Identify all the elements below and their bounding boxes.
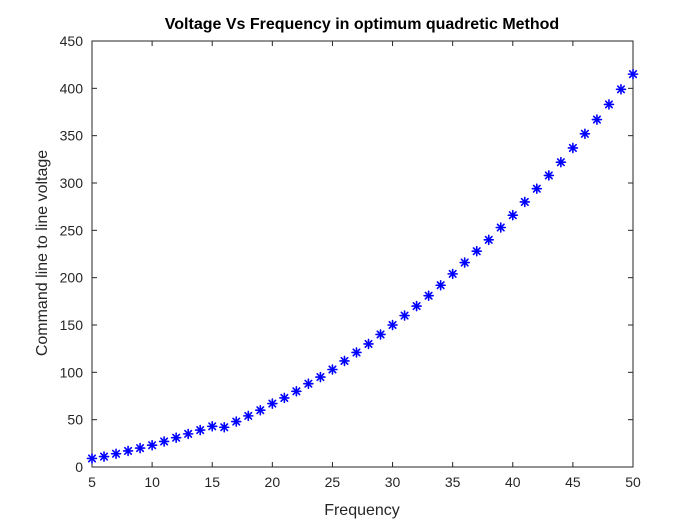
data-point <box>459 257 470 268</box>
x-tick-label: 15 <box>204 474 220 490</box>
data-point <box>242 410 254 422</box>
y-tick-label: 200 <box>60 270 84 286</box>
data-point <box>531 183 543 194</box>
x-tick-label: 45 <box>565 474 581 490</box>
y-tick-label: 350 <box>60 128 84 144</box>
y-tick-label: 400 <box>60 80 84 96</box>
data-point <box>194 424 206 436</box>
data-point <box>315 371 326 383</box>
data-point <box>182 428 194 440</box>
data-point <box>627 68 639 80</box>
data-point <box>158 436 170 447</box>
data-point <box>615 83 627 95</box>
data-point <box>543 170 555 181</box>
y-tick-label: 50 <box>67 412 83 428</box>
data-point <box>351 347 362 358</box>
y-tick-label: 300 <box>60 175 84 191</box>
data-point <box>110 448 122 460</box>
data-point <box>122 445 134 457</box>
data-point <box>134 442 146 454</box>
data-point <box>447 268 458 280</box>
data-point <box>579 128 591 140</box>
data-point <box>363 338 374 350</box>
x-tick-label: 20 <box>265 474 281 490</box>
y-tick-label: 100 <box>60 364 84 380</box>
data-point <box>339 355 350 367</box>
data-point <box>86 453 98 464</box>
x-tick-label: 5 <box>88 474 96 490</box>
data-point <box>483 234 495 246</box>
y-tick-label: 250 <box>60 222 84 238</box>
data-point <box>170 432 182 443</box>
y-axis-label: Command line to line voltage <box>34 150 51 356</box>
data-point <box>327 364 338 375</box>
y-tick-label: 150 <box>60 317 84 333</box>
data-point <box>519 196 531 208</box>
x-axis-label: Frequency <box>324 502 400 519</box>
x-tick-label: 40 <box>505 474 521 490</box>
data-point <box>279 392 290 404</box>
data-point <box>218 421 230 433</box>
data-point <box>146 439 158 451</box>
data-point <box>230 416 242 427</box>
data-point <box>206 420 218 432</box>
x-tick-label: 30 <box>385 474 401 490</box>
data-point <box>495 222 507 233</box>
plot-area <box>91 40 634 468</box>
data-point <box>267 398 278 409</box>
data-point <box>399 310 410 321</box>
data-point <box>507 209 519 221</box>
data-point <box>411 300 422 312</box>
data-point <box>375 329 386 340</box>
data-point <box>423 290 434 301</box>
y-tick-label: 0 <box>75 459 83 475</box>
data-point <box>291 385 302 397</box>
x-tick-label: 25 <box>325 474 341 490</box>
chart-title: Voltage Vs Frequency in optimum quadreti… <box>165 16 559 33</box>
data-point <box>98 451 110 462</box>
data-point <box>435 279 446 291</box>
data-point <box>303 378 314 389</box>
y-tick-label: 450 <box>60 33 84 49</box>
data-point <box>567 142 579 154</box>
data-point <box>555 156 567 168</box>
x-tick-label: 35 <box>445 474 461 490</box>
x-tick-label: 10 <box>144 474 160 490</box>
data-point <box>255 404 266 416</box>
data-point <box>603 99 615 110</box>
x-tick-label: 50 <box>625 474 641 490</box>
data-point <box>591 114 603 125</box>
data-point <box>387 319 398 331</box>
data-point <box>471 245 483 257</box>
